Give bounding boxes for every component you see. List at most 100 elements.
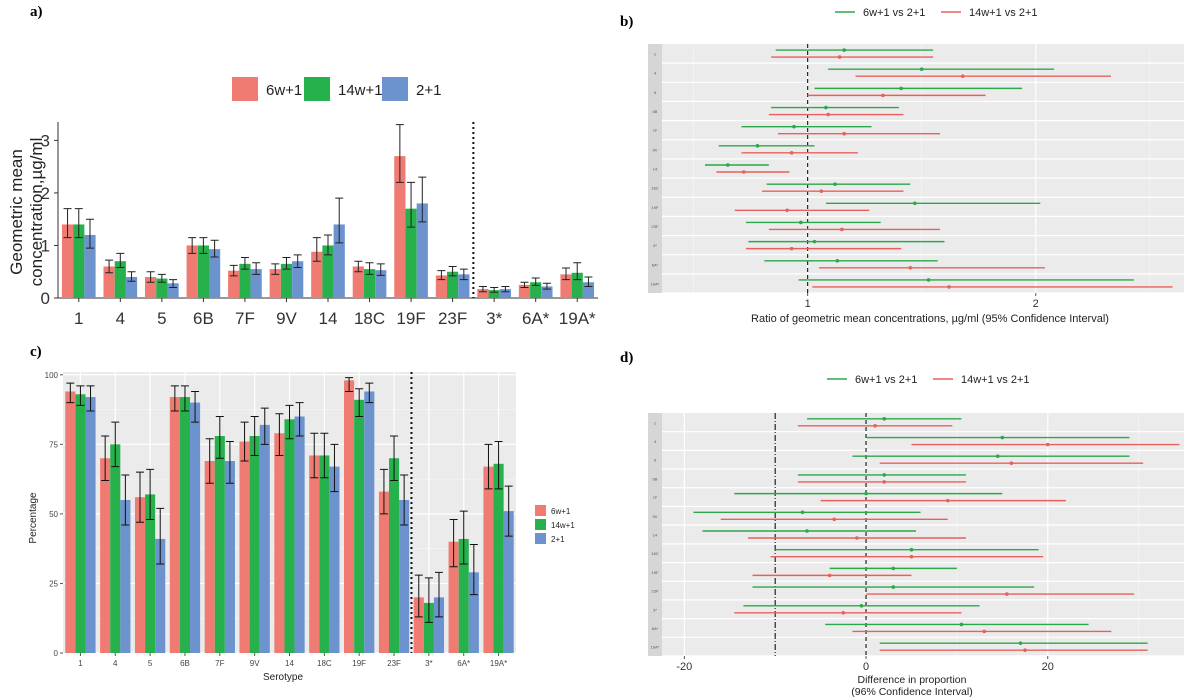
chart-c-bar-2-1-9v [259, 424, 270, 653]
chart-c-bar-2-1-3star [433, 597, 445, 653]
chart-c-errorbar-2-1-19f [365, 382, 374, 404]
chart-a-errorbar-14w-1-5 [157, 273, 166, 283]
chart-c-bar-6w-1-6astar [448, 541, 459, 653]
chart-d-point-14w-1-vs-2-1-19f [827, 573, 832, 578]
chart-c-bar-6w-1-19f [344, 380, 355, 653]
chart-c-errorbar-2-1-6b [191, 390, 200, 423]
chart-a-xtick-label-4: 4 [116, 309, 125, 328]
chart-a-bar-14w-1-18c [363, 269, 376, 298]
chart-d-row-label-1: 1 [654, 420, 657, 425]
chart-a-errorbar-14w-1-6b [199, 237, 208, 254]
chart-d-point-6w-1-vs-2-1-14 [805, 529, 809, 533]
chart-c-errorbar-2-1-9v [260, 407, 269, 445]
chart-a-errorbar-2-1-14 [335, 197, 344, 244]
chart-c-bar-14w-1-19f [354, 399, 365, 653]
chart-d-xtick-label: -20 [676, 661, 692, 673]
chart-b-xlabel: Ratio of geometric mean concentrations, … [751, 313, 1109, 325]
chart-d-point-6w-1-vs-2-1-5 [995, 454, 1000, 459]
chart-b-point-6w-1-vs-2-1-4 [919, 67, 924, 72]
chart-c-xtick-label-5: 5 [148, 659, 153, 668]
chart-a-ytick-label: 1 [41, 236, 50, 255]
chart-c-errorbar-2-1-3star [434, 571, 443, 618]
chart-c-errorbar-2-1-5 [156, 507, 165, 565]
chart-a-bar-14w-1-5 [156, 278, 168, 298]
chart-a-bar-14w-1-9v [280, 263, 293, 298]
chart-a-errorbar-2-1-4 [127, 271, 136, 282]
chart-d-point-14w-1-vs-2-1-3star [841, 610, 846, 615]
chart-c-bar-2-1-5 [155, 538, 166, 653]
chart-d-panel-bg [648, 413, 1184, 656]
chart-c-errorbar-2-1-19astar [504, 485, 513, 537]
chart-d-row-label-9v: 9V [653, 514, 658, 519]
chart-c-errorbar-14w-1-3star [424, 577, 433, 623]
chart-c-bar-2-1-19f [364, 391, 375, 653]
chart-c-errorbar-14w-1-6b [180, 385, 189, 412]
chart-a-ylabel-line2: concentration,µg/ml [27, 138, 46, 287]
chart-b-row-label-19f: 19F [652, 205, 659, 210]
chart-c-errorbar-6w-1-19f [345, 377, 354, 392]
chart-a-legend-label-2-1: 2+1 [416, 82, 441, 99]
chart-a-bar-2-1-18c [375, 270, 387, 298]
chart-a-errorbar-14w-1-4 [116, 252, 125, 269]
chart-d-point-14w-1-vs-2-1-4 [1045, 442, 1050, 447]
chart-b-point-6w-1-vs-2-1-5 [899, 86, 903, 91]
chart-b-point-6w-1-vs-2-1-7f [792, 124, 796, 129]
chart-a-bar-6w-1-19astar [560, 274, 572, 298]
chart-c-bar-2-1-6astar [468, 572, 479, 653]
chart-c-bar-6w-1-1 [65, 391, 76, 653]
chart-c-errorbar-2-1-4 [121, 474, 130, 526]
chart-a-errorbar-14w-1-18c [365, 262, 374, 275]
chart-c-errorbar-6w-1-14 [275, 413, 284, 456]
chart-c-legend-label-14w-1: 14w+1 [551, 521, 575, 530]
chart-d-point-14w-1-vs-2-1-19astar [1023, 648, 1027, 652]
chart-d-point-6w-1-vs-2-1-6astar [959, 622, 964, 627]
chart-c-errorbar-2-1-1 [86, 385, 95, 412]
chart-c-ytick-label: 75 [49, 440, 58, 449]
chart-c-bar-6w-1-4 [100, 458, 111, 653]
chart-a-xtick-label-6astar: 6A* [522, 309, 550, 328]
chart-a-xtick-label-7f: 7F [235, 309, 255, 328]
chart-b-row-label-23f: 23F [652, 224, 659, 229]
chart-a-errorbar-6w-1-9v [271, 263, 280, 275]
chart-c-bar-2-1-23f [399, 499, 410, 653]
chart-b-row-label-1: 1 [654, 52, 657, 57]
chart-c-bar-14w-1-4 [110, 444, 121, 653]
chart-d-row-label-5: 5 [654, 458, 657, 463]
chart-b-point-14w-1-vs-2-1-9v [789, 151, 794, 155]
chart-c-bar-6w-1-9v [239, 441, 250, 653]
chart-b-point-14w-1-vs-2-1-6astar [908, 265, 913, 270]
chart-b-point-6w-1-vs-2-1-6b [824, 105, 828, 110]
chart-d-point-14w-1-vs-2-1-23f [1005, 592, 1009, 596]
chart-d-row-label-23f: 23F [652, 589, 659, 594]
chart-a-xtick-label-18c: 18C [354, 309, 385, 328]
chart-a-errorbar-6w-1-23f [437, 270, 446, 281]
chart-c-ytick-label: 50 [49, 510, 58, 519]
chart-a-errorbar-6w-1-14 [312, 237, 321, 262]
chart-c-bar-6w-1-14 [274, 433, 285, 653]
chart-a-legend-label-14w-1: 14w+1 [338, 82, 383, 99]
chart-a-bar-6w-1-18c [352, 266, 364, 298]
chart-a-errorbar-6w-1-19f [395, 124, 404, 183]
chart-c-errorbar-14w-1-14 [285, 404, 294, 440]
chart-d-point-14w-1-vs-2-1-5 [1009, 461, 1014, 466]
chart-c-xtick-label-9v: 9V [250, 659, 260, 668]
chart-c-bar-2-1-19astar [503, 511, 514, 653]
chart-c-errorbar-6w-1-7f [205, 438, 214, 484]
chart-b-point-14w-1-vs-2-1-7f [842, 131, 846, 136]
chart-d-point-14w-1-vs-2-1-1 [873, 424, 877, 428]
chart-a-bar-6w-1-6astar [518, 284, 531, 298]
chart-b-point-6w-1-vs-2-1-14 [726, 163, 730, 167]
chart-c-bar-14w-1-5 [145, 494, 156, 653]
chart-a-bar-2-1-6b [208, 249, 221, 298]
chart-a-bar-2-1-19f [416, 203, 428, 298]
chart-d-point-14w-1-vs-2-1-9v [832, 517, 837, 522]
chart-c-errorbar-6w-1-19astar [484, 443, 493, 490]
chart-c-bar-14w-1-18c [319, 455, 330, 653]
chart-a-bar-14w-1-6astar [530, 282, 542, 298]
chart-c-bar-14w-1-14 [284, 419, 295, 653]
chart-d-xtick-label: 20 [1042, 661, 1054, 673]
chart-b-point-6w-1-vs-2-1-18c [833, 182, 837, 186]
chart-b-point-6w-1-vs-2-1-9v [755, 144, 760, 148]
chart-a-xtick-label-5: 5 [157, 309, 166, 328]
